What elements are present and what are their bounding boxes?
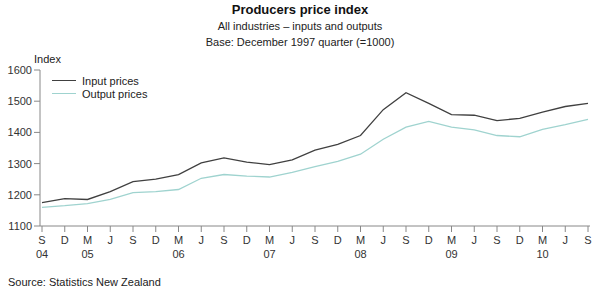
svg-text:1400: 1400	[8, 126, 32, 138]
svg-text:S: S	[129, 234, 136, 246]
svg-text:S: S	[493, 234, 500, 246]
svg-text:J: J	[563, 234, 569, 246]
svg-text:J: J	[108, 234, 114, 246]
svg-text:M10: M10	[536, 234, 548, 260]
svg-text:D: D	[425, 234, 433, 246]
svg-text:M05: M05	[81, 234, 93, 260]
html-text:Producers price index: Producers price index	[231, 2, 369, 17]
svg-text:1200: 1200	[8, 189, 32, 201]
svg-text:S: S	[220, 234, 227, 246]
svg-text:S: S	[311, 234, 318, 246]
svg-text:D: D	[334, 234, 342, 246]
html-text:Output prices: Output prices	[82, 87, 148, 100]
svg-text:M06: M06	[172, 234, 184, 260]
svg-text:J: J	[381, 234, 387, 246]
html-text:Input prices: Input prices	[82, 74, 139, 87]
svg-text:M08: M08	[354, 234, 366, 260]
svg-text:J: J	[472, 234, 478, 246]
svg-text:1300: 1300	[8, 158, 32, 170]
html-text:Source: Statistics New Zealand: Source: Statistics New Zealand	[8, 276, 161, 288]
svg-text:J: J	[290, 234, 296, 246]
html-text:All industries – inputs and ou: All industries – inputs and outputs	[217, 20, 383, 32]
svg-text:D: D	[61, 234, 69, 246]
svg-text:S: S	[584, 234, 591, 246]
svg-text:D: D	[516, 234, 524, 246]
svg-text:J: J	[199, 234, 205, 246]
svg-text:D: D	[152, 234, 160, 246]
svg-text:1600: 1600	[8, 64, 32, 76]
html-text:Base: December 1997 quarter (=: Base: December 1997 quarter (=1000)	[205, 36, 395, 48]
svg-text:M09: M09	[445, 234, 457, 260]
svg-text:S: S	[402, 234, 409, 246]
svg-text:1500: 1500	[8, 95, 32, 107]
svg-text:1100: 1100	[8, 220, 32, 232]
svg-text:M07: M07	[263, 234, 275, 260]
svg-text:D: D	[243, 234, 251, 246]
svg-text:S04: S04	[36, 234, 48, 260]
html-text:Index: Index	[34, 53, 61, 65]
